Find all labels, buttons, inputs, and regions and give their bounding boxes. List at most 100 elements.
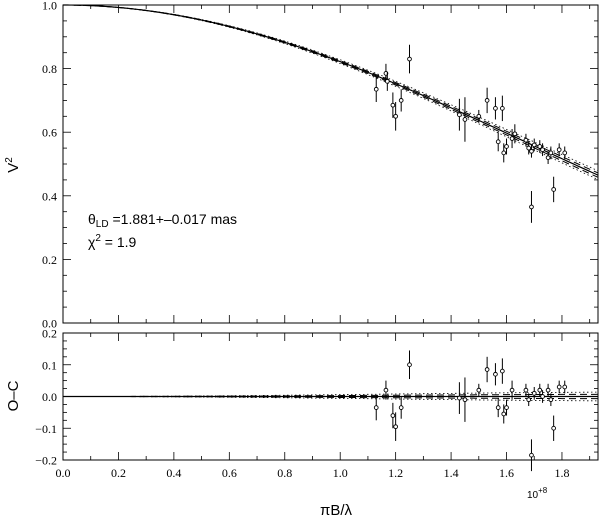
- x-tick-label: 0.0: [56, 466, 71, 480]
- residual-data-point: [476, 387, 482, 393]
- residual-data-point: [504, 405, 509, 410]
- chi-square-annotation: χ2 = 1.9: [88, 233, 137, 250]
- top-y-tick-label: 0.6: [42, 126, 57, 140]
- residual-data-point: [545, 387, 551, 393]
- residual-data-point: [501, 411, 507, 417]
- residual-data-point: [531, 390, 537, 396]
- bottom-ticks: [62, 332, 598, 461]
- visibility-panel: 0.00.20.40.60.81.0 V2 θLD =1.881+–0.017 …: [4, 0, 599, 331]
- v2-data-point: [390, 102, 396, 108]
- residual-data-point: [540, 394, 545, 399]
- residual-data-point: [407, 362, 412, 368]
- model-curve-upper-2sigma: [63, 4, 599, 172]
- theta-annotation: θLD =1.881+–0.017 mas: [88, 211, 237, 230]
- residual-data-point: [537, 387, 543, 393]
- top-y-tick-label: 0.8: [42, 62, 57, 76]
- x-multiplier-exp: +8: [538, 486, 548, 495]
- v2-data-point: [393, 113, 398, 119]
- v2-data-point: [509, 136, 515, 141]
- bottom-y-tick-label: −0.2: [35, 454, 57, 468]
- v2-data-point: [462, 117, 468, 122]
- v2-data-point: [537, 144, 543, 149]
- chi-symbol: χ: [88, 234, 96, 250]
- residual-data-point: [548, 397, 554, 403]
- v2-data-point: [500, 105, 505, 111]
- v2-data-point: [504, 144, 509, 149]
- top-ticks: [62, 4, 598, 324]
- residual-data-point: [529, 452, 534, 458]
- top-y-tick-label: 0.0: [42, 317, 57, 331]
- residual-model-lines: [63, 391, 599, 402]
- x-tick-label: 0.6: [222, 466, 237, 480]
- v2-data-point: [529, 148, 534, 154]
- x-multiplier: 10+8: [527, 486, 548, 501]
- v2-data-point: [476, 113, 482, 119]
- v2-data-point: [531, 142, 537, 148]
- residual-data-point: [562, 384, 568, 390]
- bottom-y-tick-label: 0.0: [42, 390, 57, 404]
- residual-data-point: [373, 405, 379, 410]
- bottom-data-points: [373, 350, 568, 472]
- theta-symbol: θ: [88, 211, 96, 227]
- residual-data-point: [493, 371, 498, 377]
- x-tick-label: 0.4: [166, 466, 181, 480]
- residual-data-point: [551, 425, 556, 431]
- chi-superscript: 2: [95, 233, 101, 244]
- v2-data-point: [384, 78, 390, 84]
- residual-data-point: [523, 387, 529, 393]
- model-curve-lower-1sigma: [63, 4, 599, 178]
- bottom-y-tick-labels: −0.2 −0.1 0.0 0.1 0.2: [35, 327, 57, 468]
- v2-data-point: [501, 150, 507, 156]
- top-y-tick-label: 0.4: [42, 189, 57, 203]
- v2-data-point: [529, 204, 534, 210]
- v2-data-point: [526, 145, 532, 151]
- v2-data-point: [523, 137, 529, 143]
- y-axis-label-v: V: [5, 163, 22, 173]
- theta-subscript: LD: [96, 219, 109, 230]
- v2-data-point: [407, 56, 412, 62]
- top-data-points: [373, 44, 568, 223]
- x-multiplier-base: 10: [527, 490, 539, 501]
- residual-panel: −0.2 −0.1 0.0 0.1 0.2 0.0 0.2 0.4 0.6 0.8 1.0 1.2 1…: [5, 327, 599, 519]
- x-tick-label: 0.8: [277, 466, 292, 480]
- v2-data-point: [540, 147, 545, 153]
- bottom-y-tick-label: 0.1: [42, 358, 57, 372]
- x-tick-label: 1.2: [388, 466, 403, 480]
- model-curve-upper-1sigma: [63, 4, 599, 174]
- model-curves: [63, 4, 599, 180]
- residual-data-point: [509, 387, 515, 393]
- residual-data-point: [495, 405, 501, 410]
- v2-data-point: [398, 98, 404, 103]
- top-plot-frame: [62, 4, 599, 324]
- v2-data-point: [484, 98, 490, 103]
- x-tick-label: 1.0: [333, 466, 348, 480]
- x-tick-labels: 0.0 0.2 0.4 0.6 0.8 1.0 1.2 1.4 1.6 1.8: [56, 466, 570, 480]
- model-curve-best-fit: [63, 4, 599, 176]
- bottom-y-tick-label: 0.2: [42, 327, 57, 341]
- bottom-y-tick-label: −0.1: [35, 422, 57, 436]
- residual-data-point: [393, 424, 398, 430]
- top-y-tick-labels: 0.0 0.2 0.4 0.6 0.8 1.0: [42, 0, 57, 331]
- residual-data-point: [390, 413, 396, 418]
- residual-data-point: [500, 368, 505, 374]
- v2-data-point: [495, 139, 501, 145]
- residual-data-point: [526, 397, 532, 403]
- v2-data-point: [562, 150, 568, 156]
- x-axis-label: πB/λ: [320, 502, 353, 519]
- x-tick-label: 0.2: [111, 466, 126, 480]
- residual-data-point: [484, 367, 490, 372]
- residual-data-point: [398, 405, 404, 410]
- chi-value-text: = 1.9: [101, 234, 137, 250]
- v2-data-point: [548, 150, 554, 156]
- y-axis-label-sup: 2: [4, 157, 15, 163]
- residual-data-point: [462, 397, 468, 403]
- theta-value-text: =1.881+–0.017 mas: [109, 211, 237, 227]
- residual-data-point: [383, 387, 389, 393]
- residual-data-point: [556, 384, 562, 390]
- top-y-tick-label: 1.0: [42, 0, 57, 13]
- v2-data-point: [545, 155, 551, 160]
- v2-data-point: [457, 112, 462, 118]
- v2-data-point: [493, 105, 498, 111]
- top-y-tick-label: 0.2: [42, 253, 57, 267]
